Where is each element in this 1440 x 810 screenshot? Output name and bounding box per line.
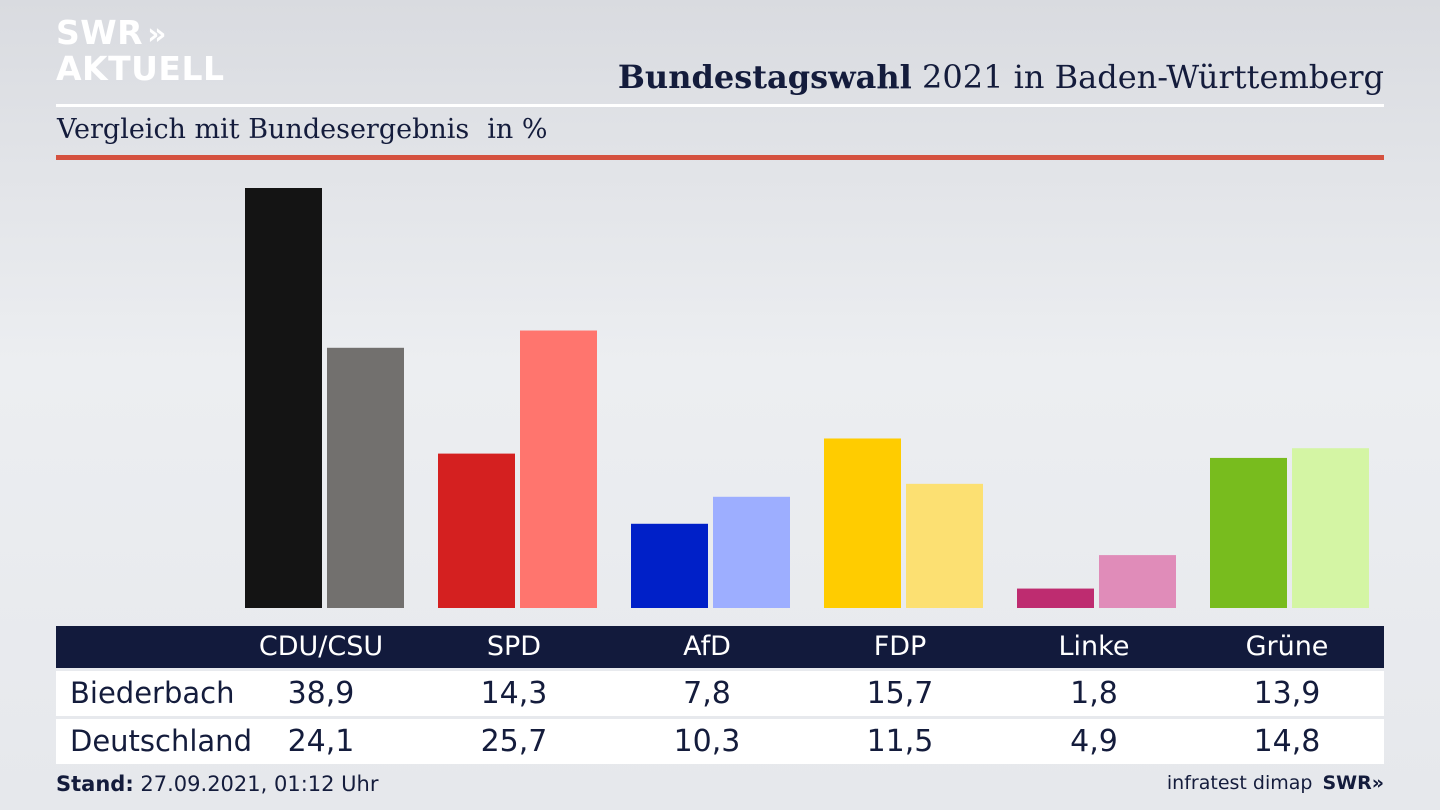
bar-grne-deutschland — [1292, 448, 1369, 608]
table-cell: 11,5 — [866, 724, 934, 759]
title-rest: 2021 in Baden-Württemberg — [911, 58, 1384, 96]
results-table: CDU/CSU SPD AfD FDP Linke Grüne Biederba… — [56, 626, 1384, 764]
bar-fdp-biederbach — [824, 438, 901, 608]
table-cell: 13,9 — [1253, 676, 1321, 711]
table-cell: 1,8 — [1070, 676, 1118, 711]
header-linke: Linke — [1058, 631, 1130, 662]
logo-line2: AKTUELL — [56, 49, 225, 88]
bar-cducsu-deutschland — [327, 347, 404, 608]
stand-value: 27.09.2021, 01:12 Uhr — [133, 772, 379, 796]
title-bold: Bundestagswahl — [617, 58, 912, 96]
logo-line1: SWR — [56, 13, 144, 52]
table-cell: 7,8 — [683, 676, 731, 711]
subtitle-text: Vergleich mit Bundesergebnis — [57, 114, 470, 145]
table-cell: 14,8 — [1253, 724, 1321, 759]
chart-subtitle: Vergleich mit Bundesergebnis in % — [57, 114, 548, 145]
accent-rule — [56, 155, 1384, 160]
swr-aktuell-logo: SWR» AKTUELL — [56, 16, 225, 86]
subtitle-unit: in % — [487, 114, 548, 145]
table-cell: 15,7 — [866, 676, 934, 711]
header-cdu-csu: CDU/CSU — [258, 631, 384, 662]
header-afd: AfD — [683, 631, 731, 662]
row-label: Biederbach — [70, 676, 235, 710]
table-header-row: CDU/CSU SPD AfD FDP Linke Grüne — [56, 626, 1384, 668]
table-cell: 24,1 — [287, 724, 355, 759]
page-title: Bundestagswahl 2021 in Baden-Württemberg — [618, 58, 1384, 96]
header-spd: SPD — [486, 631, 542, 662]
header-gruene: Grüne — [1245, 631, 1329, 662]
bar-linke-biederbach — [1017, 588, 1094, 608]
source-text: infratest dimap — [1166, 772, 1313, 794]
swr-small-logo: SWR» — [1322, 772, 1384, 794]
bar-grne-biederbach — [1210, 457, 1287, 608]
bar-fdp-deutschland — [906, 483, 983, 608]
table-cell: 38,9 — [287, 676, 355, 711]
header-divider — [56, 104, 1384, 107]
bar-spd-deutschland — [520, 330, 597, 608]
table-row: Deutschland 24,1 25,7 10,3 11,5 4,9 14,8 — [56, 719, 1384, 764]
bar-spd-biederbach — [438, 453, 515, 608]
header-fdp: FDP — [873, 631, 927, 662]
bar-afd-biederbach — [631, 523, 708, 608]
bar-afd-deutschland — [713, 496, 790, 608]
stand-label: Stand: — [56, 772, 134, 796]
table-cell: 10,3 — [673, 724, 741, 759]
source-credit: infratest dimap SWR» — [1167, 772, 1384, 794]
bar-chart — [245, 188, 1369, 608]
table-cell: 25,7 — [480, 724, 548, 759]
row-label: Deutschland — [70, 724, 252, 758]
bar-cducsu-biederbach — [245, 188, 322, 608]
timestamp: Stand: 27.09.2021, 01:12 Uhr — [56, 772, 379, 796]
table-row: Biederbach 38,9 14,3 7,8 15,7 1,8 13,9 — [56, 671, 1384, 716]
table-cell: 4,9 — [1070, 724, 1118, 759]
bar-linke-deutschland — [1099, 555, 1176, 608]
table-cell: 14,3 — [480, 676, 548, 711]
